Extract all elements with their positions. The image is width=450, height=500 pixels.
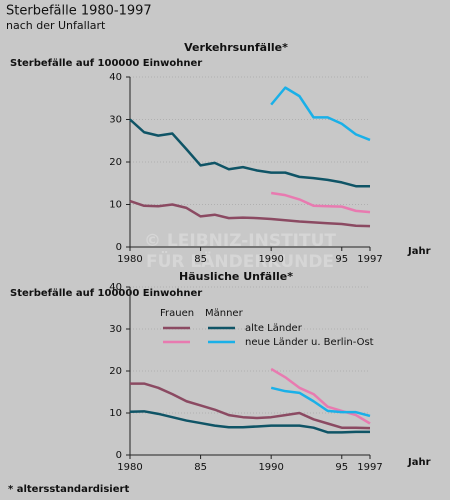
legend-label: alte Länder <box>245 323 303 334</box>
y-axis-title: Sterbefälle auf 100000 Einwohner <box>10 288 202 299</box>
y-tick-label: 20 <box>109 366 122 377</box>
page-subtitle: nach der Unfallart <box>6 19 106 32</box>
x-tick-label: 1980 <box>117 462 142 473</box>
page-title: Sterbefälle 1980-1997 <box>6 4 152 19</box>
legend-label: neue Länder u. Berlin-Ost <box>245 337 374 348</box>
x-tick-label: 1980 <box>117 254 142 265</box>
y-tick-label: 40 <box>109 72 122 83</box>
y-tick-label: 40 <box>109 282 122 293</box>
x-tick-label: 1990 <box>258 254 283 265</box>
series-line <box>270 191 371 214</box>
x-tick-label: 95 <box>335 462 348 473</box>
y-tick-label: 30 <box>109 115 122 126</box>
x-tick-label: 85 <box>194 462 207 473</box>
footnote: * altersstandardisiert <box>8 484 129 495</box>
x-tick-label: 95 <box>335 254 348 265</box>
y-tick-label: 20 <box>109 157 122 168</box>
x-axis-title: Jahr <box>407 246 431 257</box>
y-tick-label: 10 <box>109 408 122 419</box>
watermark: © LEIBNIZ-INSTITUT <box>144 231 336 251</box>
series-line <box>129 118 370 188</box>
series-line <box>130 382 371 430</box>
series-line <box>270 86 371 142</box>
watermark: FÜR LÄNDERKUNDE <box>146 250 334 272</box>
legend-header: Frauen <box>160 308 194 319</box>
series-line <box>129 199 371 228</box>
x-tick-label: 1997 <box>357 462 382 473</box>
chart-title: Verkehrsunfälle* <box>184 41 288 54</box>
y-tick-label: 30 <box>109 324 122 335</box>
x-tick-label: 1990 <box>258 462 283 473</box>
x-tick-label: 1997 <box>357 254 382 265</box>
y-tick-label: 0 <box>116 450 122 461</box>
x-tick-label: 85 <box>194 254 207 265</box>
series-line <box>270 367 371 425</box>
y-tick-label: 0 <box>116 242 122 253</box>
chart-title: Häusliche Unfälle* <box>179 270 293 283</box>
y-axis-title: Sterbefälle auf 100000 Einwohner <box>10 58 202 69</box>
legend-header: Männer <box>205 308 244 319</box>
y-tick-label: 10 <box>109 200 122 211</box>
series-line <box>129 410 370 434</box>
series-line <box>270 386 371 418</box>
x-axis-title: Jahr <box>407 457 431 468</box>
